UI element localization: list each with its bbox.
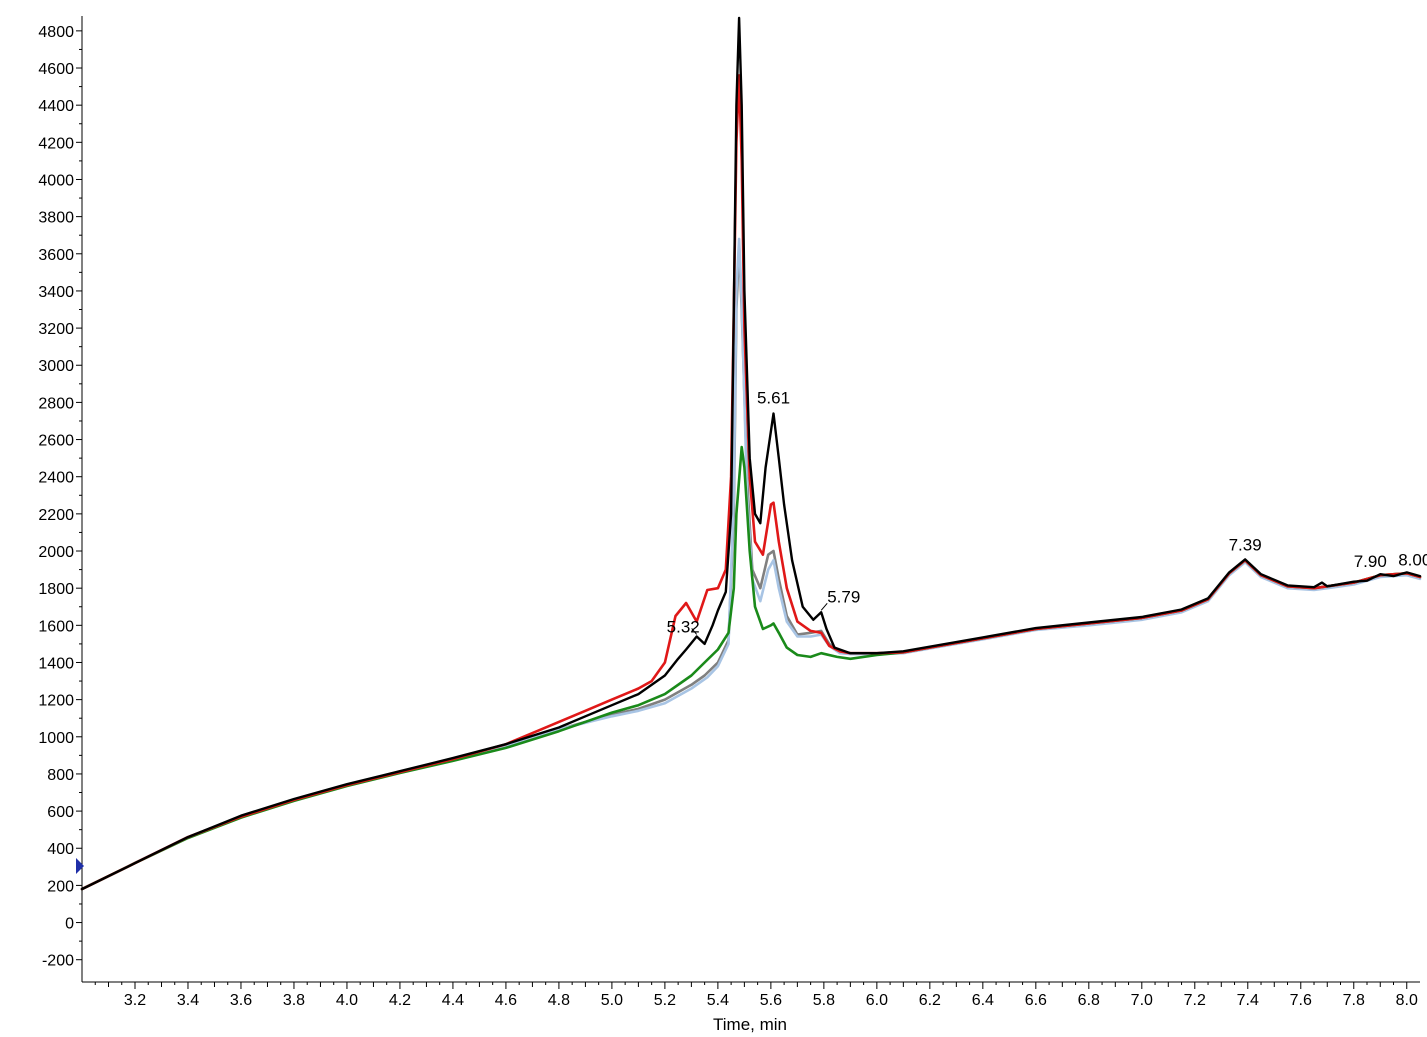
y-tick-label: 1200: [38, 693, 74, 710]
ticks-layer: -200 0 200 400 600 800 1000 1200 1400 1600 1800 200…: [38, 24, 1418, 1009]
x-tick-label: 4.4: [442, 992, 464, 1009]
x-tick-label: 5.0: [601, 992, 623, 1009]
peak-label: 8.00: [1398, 550, 1427, 569]
y-tick-label: 4600: [38, 61, 74, 78]
y-tick-label: 1600: [38, 618, 74, 635]
y-tick-label: 2000: [38, 544, 74, 561]
y-tick-label: 3200: [38, 321, 74, 338]
x-tick-label: 6.4: [972, 992, 994, 1009]
x-tick-label: 5.6: [760, 992, 782, 1009]
y-tick-label: 400: [47, 841, 74, 858]
peak-leader-line: [691, 628, 698, 635]
x-tick-label: 7.6: [1290, 992, 1312, 1009]
x-tick-label: 5.8: [813, 992, 835, 1009]
series-line-3: [80, 445, 1422, 891]
x-tick-label: 7.4: [1237, 992, 1259, 1009]
series-layer: [80, 16, 1422, 891]
y-tick-label: 4400: [38, 98, 74, 115]
x-tick-label: 8.0: [1396, 992, 1418, 1009]
x-tick-label: 6.0: [866, 992, 888, 1009]
y-tick-label: 2400: [38, 470, 74, 487]
y-tick-label: 3400: [38, 284, 74, 301]
x-tick-label: 4.6: [495, 992, 517, 1009]
y-tick-label: 600: [47, 804, 74, 821]
peak-label: 5.32: [667, 617, 700, 636]
x-tick-label: 3.4: [177, 992, 199, 1009]
y-tick-label: 4000: [38, 172, 74, 189]
peak-label: 5.61: [757, 389, 790, 408]
y-tick-label: 2800: [38, 395, 74, 412]
baseline-marker-icon[interactable]: [76, 858, 84, 874]
x-tick-label: 3.8: [283, 992, 305, 1009]
y-tick-label: 4800: [38, 24, 74, 41]
x-tick-label: 4.2: [389, 992, 411, 1009]
y-tick-label: 200: [47, 878, 74, 895]
series-line-5: [80, 16, 1422, 891]
x-tick-label: 6.8: [1078, 992, 1100, 1009]
y-tick-label: 2600: [38, 433, 74, 450]
peak-label: 7.90: [1354, 552, 1387, 571]
peak-leader-line: [820, 602, 828, 611]
x-tick-label: 5.2: [654, 992, 676, 1009]
peak-label: 7.39: [1229, 535, 1262, 554]
x-tick-label: 3.2: [124, 992, 146, 1009]
y-tick-label: 1000: [38, 730, 74, 747]
y-tick-label: 3000: [38, 358, 74, 375]
y-tick-label: 3600: [38, 247, 74, 264]
x-tick-label: 4.0: [336, 992, 358, 1009]
x-tick-label: 3.6: [230, 992, 252, 1009]
x-tick-label: 7.0: [1131, 992, 1153, 1009]
peak-labels-layer: 5.32 5.61 5.79 7.39 7.90 8.00: [667, 389, 1427, 637]
x-tick-label: 6.2: [919, 992, 941, 1009]
axes-layer: [81, 16, 1420, 983]
x-tick-label: 4.8: [548, 992, 570, 1009]
x-axis-title: Time, min: [713, 1015, 787, 1034]
y-tick-label: 2200: [38, 507, 74, 524]
y-tick-label: 4200: [38, 135, 74, 152]
y-tick-label: 1400: [38, 655, 74, 672]
y-tick-label: 3800: [38, 210, 74, 227]
y-tick-label: 800: [47, 767, 74, 784]
series-line-2: [80, 237, 1422, 891]
x-tick-label: 6.6: [1025, 992, 1047, 1009]
peak-label: 5.79: [827, 587, 860, 606]
x-tick-label: 5.4: [707, 992, 729, 1009]
y-tick-label: 0: [65, 916, 74, 933]
x-tick-label: 7.2: [1184, 992, 1206, 1009]
y-tick-label: -200: [42, 953, 74, 970]
x-tick-label: 7.8: [1343, 992, 1365, 1009]
y-tick-label: 1800: [38, 581, 74, 598]
